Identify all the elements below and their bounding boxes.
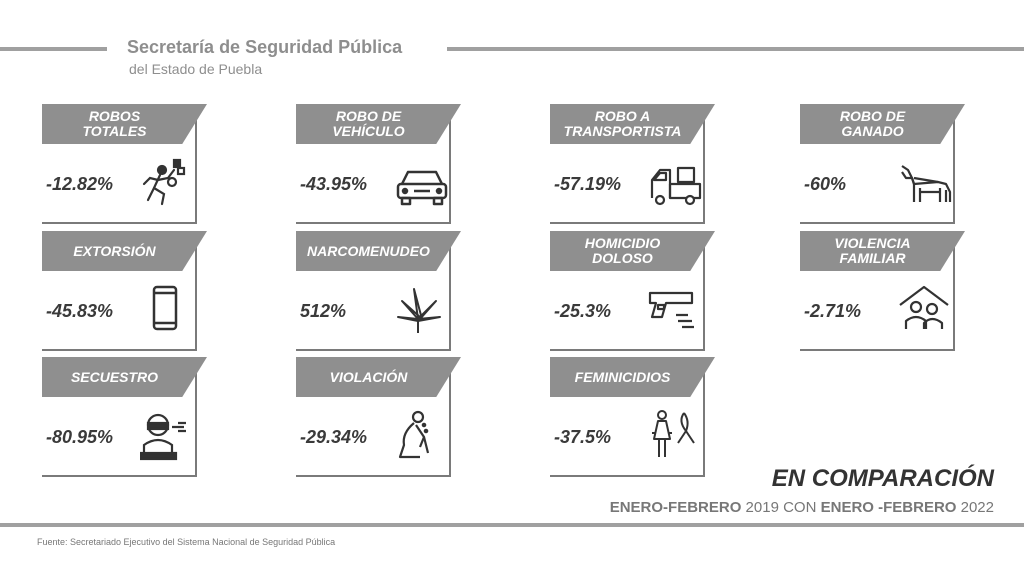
card-value: -80.95% <box>46 427 114 447</box>
card-value: -43.95% <box>300 174 368 194</box>
card-violacion: VIOLACIÓN -29.34% <box>296 357 461 477</box>
card-title: HOMICIDIO DOLOSO <box>584 235 661 266</box>
card-title-tab: ROBO DE GANADO <box>800 104 965 144</box>
card-robo-transportista: ROBO A TRANSPORTISTA -57.19% <box>550 104 715 224</box>
card-title-tab: SECUESTRO <box>42 357 207 397</box>
card-value: 512% <box>300 301 347 321</box>
card-title-tab: NARCOMENUDEO <box>296 231 461 271</box>
card-value: -12.82% <box>46 174 114 194</box>
org-subtitle: del Estado de Puebla <box>129 61 263 77</box>
card-value: -37.5% <box>554 427 612 447</box>
card-title-tab: ROBOS TOTALES <box>42 104 207 144</box>
card-value: -29.34% <box>300 427 368 447</box>
card-frame <box>296 104 451 224</box>
source-note: Fuente: Secretariado Ejecutivo del Siste… <box>37 537 336 547</box>
card-value: -25.3% <box>554 301 612 321</box>
card-value: -2.71% <box>804 301 862 321</box>
card-title-tab: EXTORSIÓN <box>42 231 207 271</box>
period-2: ENERO -FEBRERO <box>820 499 957 516</box>
card-title: FEMINICIDIOS <box>574 368 671 385</box>
card-frame <box>800 231 955 351</box>
card-title: VIOLACIÓN <box>329 368 408 385</box>
card-frame <box>800 104 955 224</box>
card-frame <box>550 104 705 224</box>
gun-icon <box>648 291 694 329</box>
card-robo-ganado: ROBO DE GANADO -60% <box>800 104 965 224</box>
card-title-tab: FEMINICIDIOS <box>550 357 715 397</box>
card-title: VIOLENCIA FAMILIAR <box>834 235 911 266</box>
card-violencia-familiar: VIOLENCIA FAMILIAR -2.71% <box>800 231 965 351</box>
card-homicidio-doloso: HOMICIDIO DOLOSO -25.3% <box>550 231 715 351</box>
kidnapped-person-icon <box>140 413 186 461</box>
card-title-tab: VIOLENCIA FAMILIAR <box>800 231 965 271</box>
card-title: SECUESTRO <box>70 368 159 385</box>
comparison-title: EN COMPARACIÓN <box>771 465 994 492</box>
header-line-right <box>447 47 1024 51</box>
card-title: ROBO A TRANSPORTISTA <box>563 108 682 139</box>
card-title: ROBOS TOTALES <box>82 108 147 139</box>
crouching-victim-icon <box>398 410 430 459</box>
card-secuestro: SECUESTRO -80.95% <box>42 357 207 477</box>
card-frame <box>296 357 451 477</box>
card-value: -60% <box>804 174 847 194</box>
card-title-tab: ROBO DE VEHÍCULO <box>296 104 461 144</box>
phone-icon <box>152 285 178 331</box>
card-robo-vehiculo: ROBO DE VEHÍCULO -43.95% <box>296 104 461 224</box>
thief-running-icon <box>142 158 186 206</box>
family-house-icon <box>899 285 949 329</box>
card-value: -45.83% <box>46 301 114 321</box>
card-title: NARCOMENUDEO <box>307 242 430 259</box>
card-feminicidios: FEMINICIDIOS -37.5% <box>550 357 715 477</box>
card-frame <box>550 231 705 351</box>
year-2: 2022 <box>956 499 994 516</box>
header-line-left <box>0 47 107 51</box>
card-frame <box>296 231 451 351</box>
card-robos-totales: ROBOS TOTALES -12.82% <box>42 104 207 224</box>
card-frame <box>42 104 197 224</box>
cannabis-leaf-icon <box>397 288 441 333</box>
card-title: ROBO DE GANADO <box>839 108 906 139</box>
card-frame <box>42 357 197 477</box>
card-frame <box>42 231 197 351</box>
footer-line <box>0 523 1024 527</box>
period-1: ENERO-FEBRERO <box>609 499 742 516</box>
comparison-period: ENERO-FEBRERO 2019 CON ENERO -FEBRERO 20… <box>610 499 994 516</box>
car-icon <box>396 170 448 206</box>
card-title-tab: ROBO A TRANSPORTISTA <box>550 104 715 144</box>
card-value: -57.19% <box>554 174 622 194</box>
card-title-tab: VIOLACIÓN <box>296 357 461 397</box>
org-title: Secretaría de Seguridad Pública <box>127 37 403 57</box>
woman-ribbon-icon <box>652 410 695 457</box>
card-title-tab: HOMICIDIO DOLOSO <box>550 231 715 271</box>
card-frame <box>550 357 705 477</box>
card-title: ROBO DE VEHÍCULO <box>332 108 405 139</box>
card-extorsion: EXTORSIÓN -45.83% <box>42 231 207 351</box>
truck-icon <box>650 166 702 206</box>
card-narcomenudeo: NARCOMENUDEO 512% <box>296 231 461 351</box>
cow-icon <box>901 165 952 202</box>
year-1: 2019 CON <box>741 499 821 516</box>
card-title: EXTORSIÓN <box>73 242 156 259</box>
